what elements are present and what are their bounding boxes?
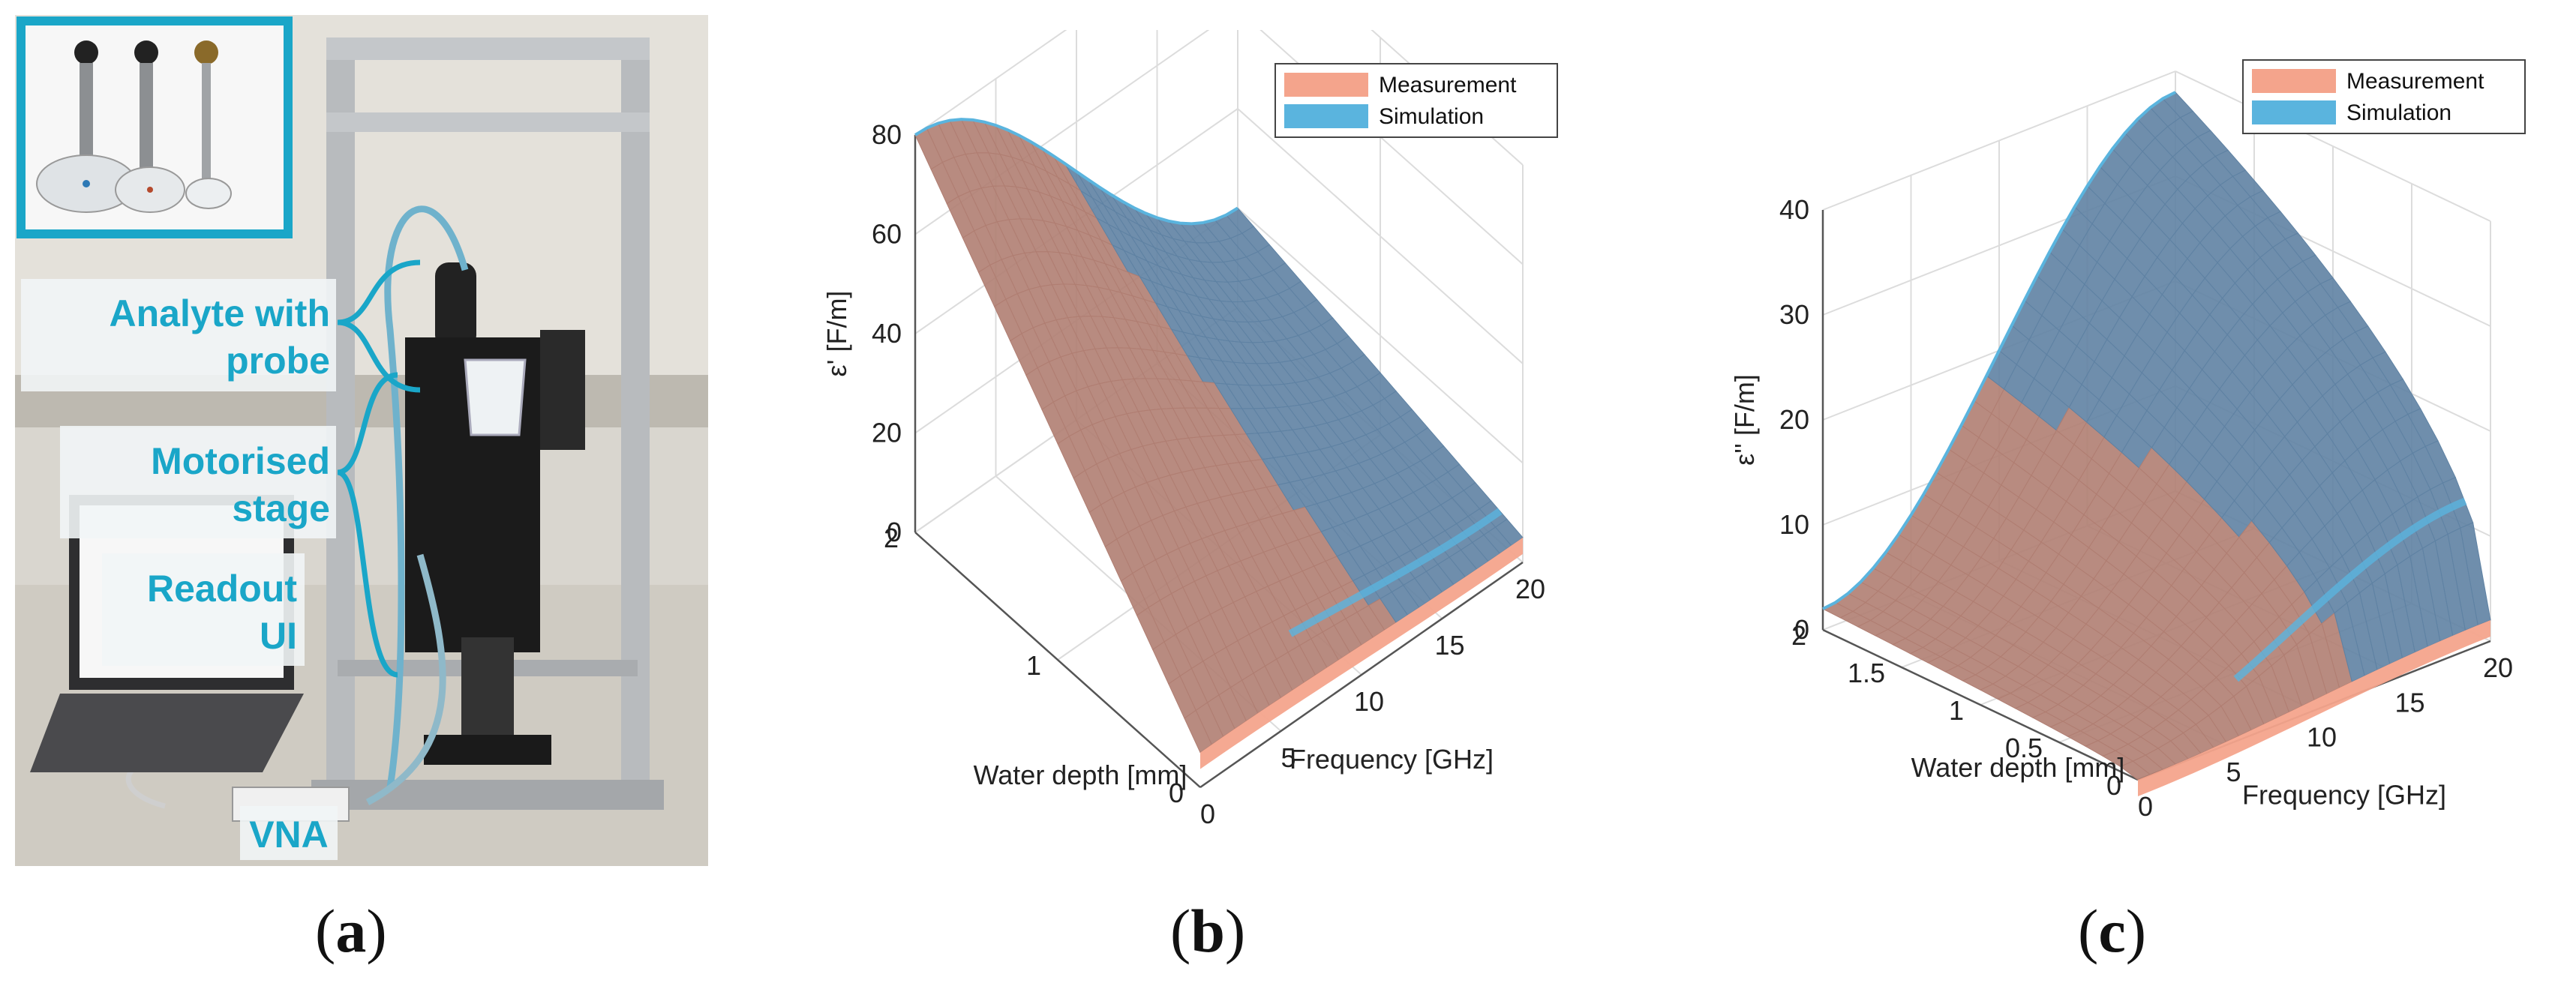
- label-readout-ui: Readout UI: [102, 553, 305, 666]
- y-tick-label: 1: [1949, 695, 1964, 726]
- z-axis-label: ε' [F/m]: [821, 291, 852, 377]
- x-axis-label: Frequency [GHz]: [1290, 744, 1494, 775]
- y-tick-label: 2: [1791, 620, 1806, 651]
- y-tick-label: 0: [1169, 778, 1184, 808]
- legend-label-simulation: Simulation: [1379, 104, 1484, 129]
- z-tick-label: 40: [1779, 194, 1809, 225]
- legend-swatch-simulation: [2252, 100, 2336, 124]
- legend-swatch-measurement: [2252, 69, 2336, 93]
- label-analyte-line2: probe: [226, 340, 330, 382]
- label-vna-text: VNA: [249, 814, 329, 856]
- z-axis-label: ε'' [F/m]: [1729, 374, 1760, 466]
- label-stage-line1: Motorised: [151, 440, 330, 482]
- x-axis-label: Frequency [GHz]: [2242, 780, 2446, 811]
- x-axis-line: [1199, 561, 1524, 789]
- label-analyte-with-probe: Analyte with probe: [21, 279, 336, 391]
- y-axis-label: Water depth [mm]: [974, 760, 1187, 790]
- surface-top-edge: [914, 118, 1239, 226]
- z-tick-label: 30: [1779, 299, 1809, 330]
- z-tick-label: 60: [872, 219, 902, 250]
- x-tick-label: 10: [2307, 722, 2337, 753]
- chart-c-legend: Measurement Simulation: [2242, 59, 2526, 134]
- legend-swatch-simulation: [1284, 104, 1368, 128]
- chart-c-labels: Frequency [GHz] Water depth [mm] ε'' [F/m]: [1729, 374, 2446, 810]
- caption-c: (c): [2078, 897, 2147, 965]
- photo-setup-panel: Analyte with probe Motorised stage Reado…: [15, 15, 708, 866]
- legend-label-measurement: Measurement: [2346, 69, 2484, 94]
- y-tick-label: 0: [2106, 770, 2121, 801]
- legend-label-simulation: Simulation: [2346, 100, 2451, 125]
- y-axis-line: [914, 532, 1201, 788]
- y-tick-label: 1: [1026, 650, 1041, 681]
- label-readout-line2: UI: [260, 615, 297, 657]
- legend-swatch-measurement: [1284, 73, 1368, 97]
- label-readout-line1: Readout: [147, 568, 297, 610]
- y-tick-label: 0.5: [2005, 733, 2043, 763]
- y-axis-line: [1822, 628, 2139, 781]
- z-tick-label: 80: [872, 119, 902, 150]
- probe-inset: [17, 16, 293, 238]
- y-tick-label: 1.5: [1848, 658, 1885, 688]
- chart-b-surface: [914, 118, 1524, 769]
- legend-label-measurement: Measurement: [1379, 73, 1517, 97]
- x-tick-label: 20: [1515, 574, 1545, 604]
- y-axis-label: Water depth [mm]: [1911, 752, 2125, 783]
- label-vna: VNA: [240, 806, 338, 860]
- label-analyte-line1: Analyte with: [110, 292, 330, 334]
- caption-b: (b): [1170, 897, 1246, 965]
- x-tick-label: 0: [1200, 799, 1215, 829]
- surface-top-edge: [1822, 91, 2176, 610]
- y-tick-label: 2: [884, 523, 899, 553]
- chart-b-labels: Frequency [GHz] Water depth [mm] ε' [F/m]: [821, 291, 1494, 790]
- z-tick-label: 20: [872, 418, 902, 448]
- x-tick-label: 15: [1434, 630, 1464, 661]
- z-tick-label: 40: [872, 318, 902, 349]
- simulation-edge: [1288, 508, 1503, 637]
- x-tick-label: 0: [2138, 791, 2153, 822]
- grid-line: [914, 30, 1067, 136]
- z-tick-label: 0: [1794, 614, 1809, 645]
- measurement-edge: [1200, 537, 1523, 769]
- x-tick-label: 5: [1280, 742, 1296, 773]
- chart-b-legend: Measurement Simulation: [1274, 63, 1558, 138]
- z-tick-label: 10: [1779, 509, 1809, 540]
- label-motorised-stage: Motorised stage: [60, 426, 336, 538]
- z-tick-label: 0: [887, 517, 902, 547]
- chart-c-surface: [1821, 91, 2491, 796]
- measurement-edge: [2138, 620, 2490, 796]
- label-stage-line2: stage: [232, 487, 330, 529]
- photo-setup-illustration: Analyte with probe Motorised stage Reado…: [15, 15, 708, 866]
- simulation-edge: [2233, 497, 2467, 682]
- x-tick-label: 15: [2394, 687, 2424, 718]
- x-tick-label: 20: [2483, 652, 2513, 683]
- x-tick-label: 10: [1354, 686, 1384, 717]
- x-tick-label: 5: [2226, 757, 2241, 787]
- z-tick-label: 20: [1779, 404, 1809, 435]
- caption-a: (a): [315, 897, 387, 965]
